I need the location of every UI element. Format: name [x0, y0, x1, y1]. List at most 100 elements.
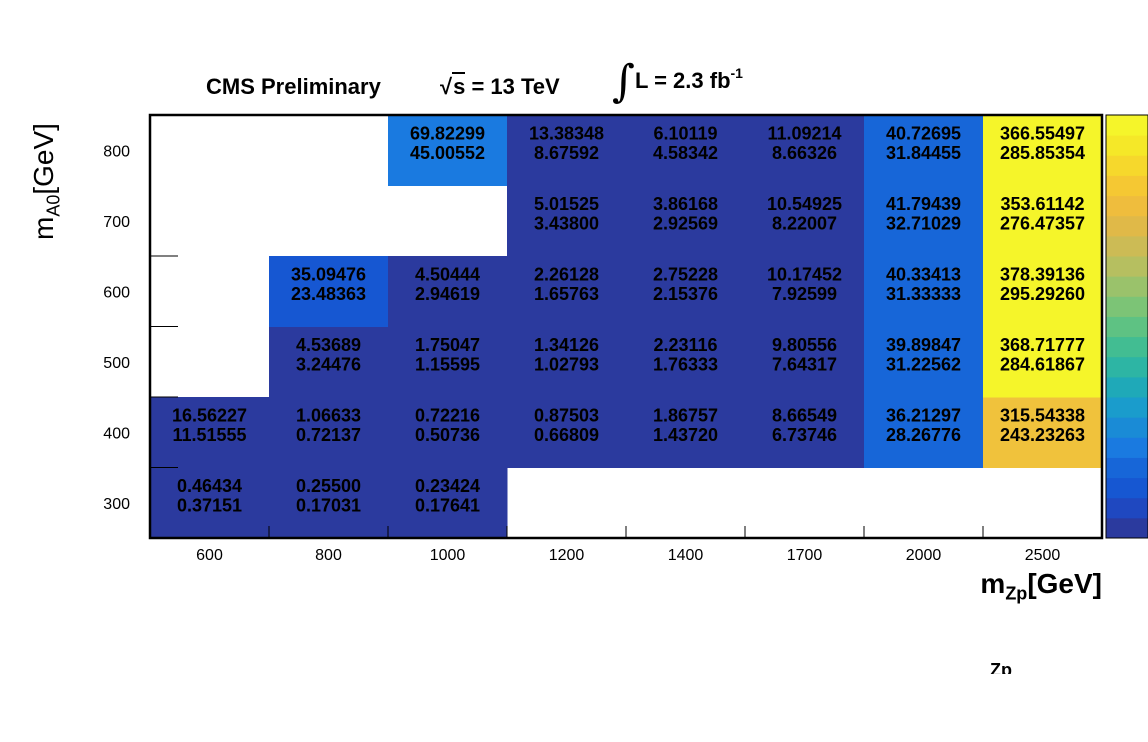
cell-value-lower: 1.65763: [534, 284, 599, 304]
cell-value-upper: 368.71777: [1000, 335, 1085, 355]
cell-value-lower: 2.15376: [653, 284, 718, 304]
x-tick-label: 600: [196, 547, 223, 564]
heatmap-cell: [745, 326, 865, 398]
cell-value-lower: 45.00552: [410, 143, 485, 163]
heatmap-cell: [864, 256, 984, 327]
cell-value-upper: 69.82299: [410, 123, 485, 143]
cell-value-upper: 10.54925: [767, 194, 842, 214]
heatmap-cell: [745, 256, 865, 327]
colorbar: [1105, 114, 1148, 539]
cell-value-upper: 353.61142: [1000, 194, 1084, 214]
x-axis-symbol: m: [980, 568, 1006, 599]
colorbar-swatch: [1106, 517, 1148, 539]
cell-value-upper: 378.39136: [1000, 264, 1085, 284]
integral-icon: ∫: [612, 56, 635, 107]
heatmap-cell: [507, 115, 627, 186]
cell-value-lower: 1.43720: [653, 425, 718, 445]
cell-value-upper: 10.17452: [767, 264, 842, 284]
cell-value-lower: 0.66809: [534, 425, 599, 445]
colorbar-swatch: [1106, 397, 1148, 418]
cell-value-lower: 32.71029: [886, 214, 961, 234]
cell-value-lower: 0.72137: [296, 425, 361, 445]
heatmap-cell: [269, 397, 389, 468]
y-tick-label: 500: [103, 355, 130, 372]
heatmap-cell: [626, 185, 746, 257]
cell-value-lower: 276.47357: [1000, 214, 1085, 234]
cell-value-upper: 40.72695: [886, 123, 961, 143]
x-tick-label: 1400: [668, 547, 704, 564]
heatmap-cell: [983, 256, 1103, 327]
cell-value-lower: 0.17641: [415, 496, 480, 516]
x-tick-label: 1700: [787, 547, 823, 564]
heatmap-cell: [507, 326, 627, 398]
cell-value-lower: 11.51555: [172, 425, 246, 445]
cell-value-lower: 1.02793: [534, 355, 599, 375]
cell-value-upper: 0.25500: [296, 476, 361, 496]
heatmap-cell: [388, 115, 508, 186]
cell-value-upper: 0.72216: [415, 405, 480, 425]
heatmap-cell: [269, 467, 389, 539]
cell-value-lower: 3.43800: [534, 214, 599, 234]
cell-value-upper: 36.21297: [886, 405, 961, 425]
cell-value-upper: 41.79439: [886, 194, 961, 214]
heatmap-cells: [150, 115, 1103, 539]
cell-value-upper: 16.56227: [172, 405, 247, 425]
heatmap-cell: [626, 256, 746, 327]
heatmap-cell: [864, 115, 984, 186]
cell-value-upper: 0.87503: [534, 405, 599, 425]
colorbar-swatch: [1106, 115, 1148, 136]
colorbar-swatch: [1106, 256, 1148, 277]
heatmap-cell: [983, 185, 1103, 257]
heatmap-cell: [626, 397, 746, 468]
x-axis-label: mZp[GeV]: [980, 568, 1102, 605]
cell-value-lower: 0.37151: [177, 496, 242, 516]
y-tick-label: 400: [103, 425, 130, 442]
cell-value-lower: 0.17031: [296, 496, 361, 516]
x-tick-label: 2000: [906, 547, 942, 564]
y-tick-label: 600: [103, 284, 130, 301]
colorbar-frame: [1105, 114, 1148, 539]
cell-value-lower: 31.22562: [886, 355, 961, 375]
cell-value-lower: 4.58342: [653, 143, 718, 163]
heatmap-cell: [864, 326, 984, 398]
colorbar-swatch: [1106, 155, 1148, 176]
cell-value-lower: 3.24476: [296, 355, 361, 375]
cell-value-lower: 31.33333: [886, 284, 961, 304]
cell-value-lower: 7.92599: [772, 284, 837, 304]
colorbar-swatch: [1106, 195, 1148, 217]
cell-value-upper: 2.26128: [534, 264, 599, 284]
heatmap-cell: [745, 185, 865, 257]
sqrt-icon: √: [440, 74, 453, 99]
cell-value-upper: 1.86757: [653, 405, 718, 425]
heatmap-cell: [269, 326, 389, 398]
heatmap-cell: [983, 115, 1103, 186]
luminosity-value: L = 2.3 fb: [634, 68, 731, 93]
cell-value-upper: 2.75228: [653, 264, 718, 284]
cell-value-upper: 8.66549: [772, 405, 837, 425]
heatmap-cell: [150, 467, 270, 539]
cell-value-lower: 8.66326: [772, 143, 837, 163]
cell-value-lower: 2.92569: [653, 214, 718, 234]
cell-value-upper: 2.23116: [653, 335, 717, 355]
luminosity-label: ∫L = 2.3 fb-1: [612, 56, 743, 107]
cell-value-lower: 284.61867: [1000, 355, 1085, 375]
y-tick-label: 700: [103, 214, 130, 231]
cell-value-upper: 4.53689: [296, 335, 361, 355]
colorbar-swatch: [1106, 316, 1148, 338]
cell-value-upper: 13.38348: [529, 123, 604, 143]
heatmap-cell: [983, 326, 1103, 398]
colorbar-swatch: [1106, 135, 1148, 156]
heatmap-cell: [507, 397, 627, 468]
heatmap-cell: [507, 185, 627, 257]
colorbar-swatch: [1106, 437, 1148, 458]
cell-value-lower: 23.48363: [291, 284, 366, 304]
y-tick-label: 300: [103, 496, 130, 513]
heatmap-cell: [745, 115, 865, 186]
cell-value-upper: 4.50444: [415, 264, 480, 284]
experiment-label: CMS Preliminary: [206, 74, 381, 99]
cell-value-lower: 1.15595: [415, 355, 480, 375]
heatmap-cell: [388, 467, 508, 539]
cell-value-lower: 1.76333: [653, 355, 718, 375]
colorbar-swatch: [1106, 376, 1148, 398]
